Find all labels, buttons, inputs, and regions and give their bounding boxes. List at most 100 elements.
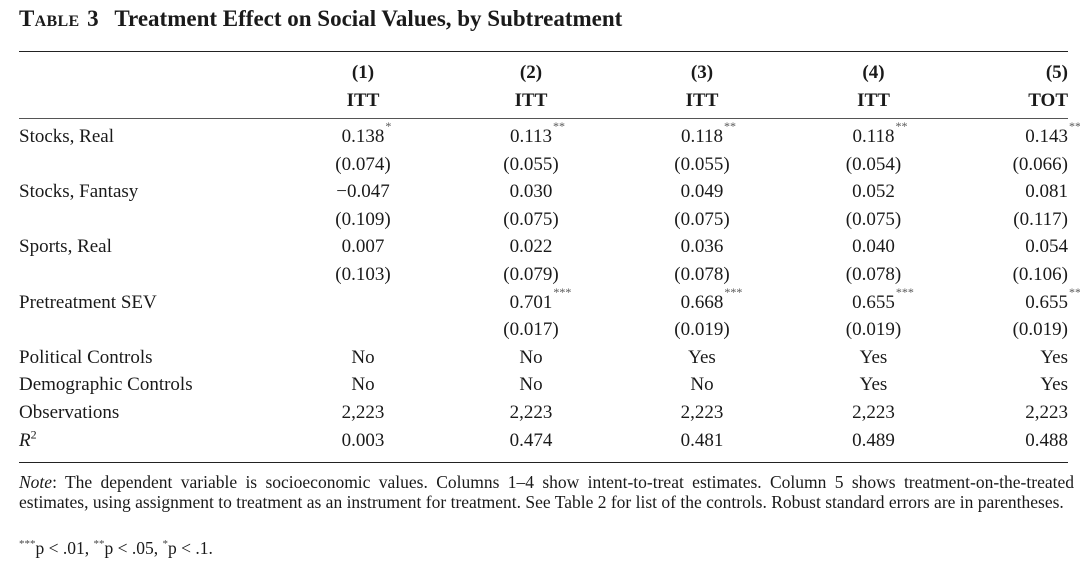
estimate: (0.074) — [335, 153, 391, 175]
table-cell: 0.007 — [281, 233, 445, 261]
cell-value: (0.017) — [503, 319, 558, 340]
estimate: 0.081 — [1025, 181, 1068, 203]
table-cell: (0.075) — [787, 206, 960, 234]
estimate: 0.052 — [852, 181, 895, 203]
cell-value: (0.103) — [335, 264, 390, 285]
estimate: 0.007 — [341, 236, 385, 258]
cell-value: 0.036 — [681, 236, 724, 257]
significance-legend: ***p < .01, **p < .05, *p < .1. — [19, 538, 213, 558]
column-type: ITT — [685, 90, 719, 111]
table-cell: 2,223 — [787, 399, 960, 427]
table-cell: 0.138 * — [281, 120, 445, 151]
table-cell: (0.078) — [787, 261, 960, 289]
cell-value: No — [351, 347, 374, 368]
row-label — [19, 261, 281, 289]
row-label: Stocks, Real — [19, 126, 114, 147]
table-cell: (0.019) — [787, 316, 960, 344]
estimate: (0.117) — [1013, 208, 1068, 230]
table-cell: (0.074) — [281, 151, 445, 179]
row-label — [19, 206, 281, 234]
estimate: 2,223 — [509, 401, 553, 423]
table-cell: 0.655*** — [960, 284, 1080, 317]
cell-value: 2,223 — [681, 402, 724, 423]
cell-value: (0.066) — [1013, 154, 1068, 175]
table-cell — [281, 316, 445, 344]
significance-stars: *** — [1069, 284, 1080, 299]
table-cell: (0.075) — [617, 206, 787, 234]
table-cell: 0.081 — [960, 178, 1078, 206]
estimate: (0.075) — [674, 208, 730, 230]
standard-error-row: (0.074) (0.055) (0.055) (0.054) (0.066) — [19, 151, 1078, 179]
estimate: 2,223 — [852, 401, 895, 423]
table-row: Pretreatment SEV 0.701 *** 0.668 *** 0.655 ***… — [19, 284, 1080, 317]
table-row: Stocks, Real 0.138 * 0.113 ** 0.118 ** 0.118 ** 0… — [19, 119, 1080, 151]
table-cell: 0.036 — [617, 233, 787, 261]
estimate: (0.106) — [1012, 263, 1068, 285]
table-cell: 0.003 — [341, 429, 385, 451]
cell-value: (0.117) — [1013, 209, 1068, 230]
note-text: : The dependent variable is socioeconomi… — [19, 472, 1074, 512]
table-cell: (0.075) — [445, 206, 617, 234]
column-type: TOT — [1028, 90, 1068, 111]
column-number: (4) — [862, 62, 885, 83]
note-lead: Note — [19, 472, 53, 492]
cell-value: 0.701 *** — [509, 286, 572, 313]
estimate: Yes — [859, 346, 888, 368]
cell-value: No — [351, 374, 374, 395]
estimate: 0.049 — [680, 181, 724, 203]
table-row: Political Controls No No Yes Yes Yes — [19, 344, 1078, 372]
table-cell: Yes — [960, 371, 1078, 399]
estimate: 0.138 — [341, 126, 385, 147]
column-type: ITT — [857, 90, 890, 111]
sig-stars: ** — [93, 538, 105, 551]
estimate: 0.143 — [1025, 126, 1068, 147]
row-label — [19, 316, 281, 344]
estimate: 0.054 — [1025, 236, 1068, 258]
significance-stars: ** — [553, 119, 566, 133]
estimate: 0.113 — [509, 126, 553, 147]
estimate: Yes — [688, 346, 716, 368]
table-cell: 0.481 — [680, 429, 724, 451]
cell-value: 2,223 — [1025, 402, 1068, 423]
bottom-rule — [19, 462, 1068, 464]
estimate: (0.079) — [503, 263, 559, 285]
cell-value: 0.022 — [510, 236, 553, 257]
significance-stars: ** — [724, 119, 737, 133]
estimate: 0.030 — [509, 181, 553, 203]
cell-value: 0.081 — [1025, 181, 1068, 202]
sig-stars: *** — [19, 538, 36, 551]
table-cell: 0.701 *** — [445, 286, 617, 317]
estimate: (0.055) — [674, 153, 730, 175]
table-number: 3 — [87, 6, 99, 31]
cell-value: No — [519, 347, 542, 368]
column-number-row: (1) (2) (3) (4) (5) — [19, 59, 1078, 87]
table-cell: 0.118 ** — [617, 119, 787, 151]
estimate: (0.078) — [674, 263, 730, 285]
cell-value: 2,223 — [342, 402, 385, 423]
table-cell: (0.019) — [617, 316, 787, 344]
significance-stars: ** — [1069, 119, 1080, 133]
sig-stars: * — [162, 538, 169, 551]
estimate: 0.701 — [509, 291, 553, 313]
estimate: (0.019) — [674, 319, 730, 341]
table-cell: 0.655*** — [787, 286, 960, 317]
cell-value: (0.075) — [503, 209, 558, 230]
cell-value: Yes — [1040, 347, 1068, 368]
table-cell: 0.143 ** — [960, 119, 1080, 151]
table-cell: 0.054 — [960, 233, 1078, 261]
estimate: 0.668 — [680, 291, 724, 313]
significance-stars: ** — [895, 119, 908, 133]
cell-value: 0.655*** — [852, 286, 914, 313]
column-number: (3) — [690, 62, 714, 83]
table-cell: Yes — [617, 344, 787, 372]
table-row: Sports, Real 0.007 0.022 0.036 0.040 0.054 — [19, 233, 1078, 261]
cell-value: Yes — [860, 347, 888, 368]
estimate: 2,223 — [1025, 401, 1068, 423]
cell-value: (0.019) — [846, 319, 901, 340]
table-note: Note: The dependent variable is socioeco… — [19, 472, 1074, 512]
significance-stars: *** — [895, 284, 914, 299]
estimate: 0.036 — [680, 236, 724, 258]
table-cell: No — [281, 371, 445, 399]
table-cell: (0.079) — [445, 261, 617, 289]
cell-value: (0.075) — [846, 209, 901, 230]
